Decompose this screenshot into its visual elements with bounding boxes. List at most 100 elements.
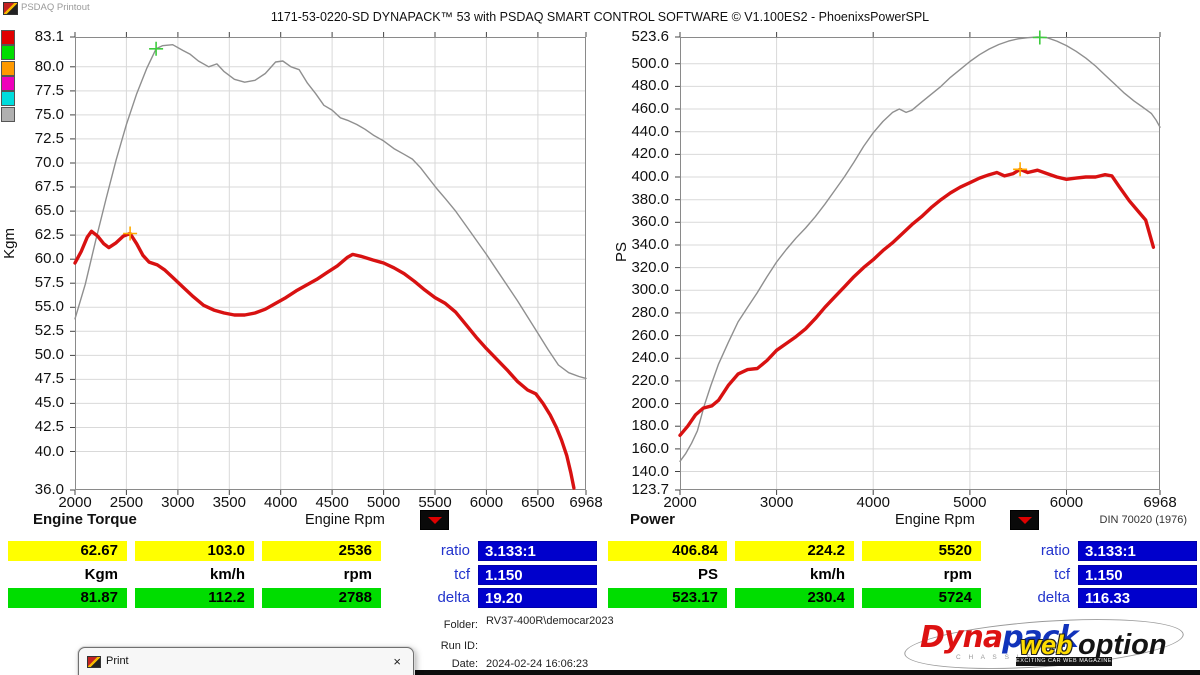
bottom-separator — [180, 670, 1200, 675]
x-tick-label: 2000 — [58, 494, 92, 511]
stat-peak-cell: 2536 — [262, 541, 381, 561]
y-tick-label: 57.5 — [34, 274, 64, 292]
y-tick-label: 360.0 — [631, 213, 669, 231]
dropdown-arrow-icon — [1017, 516, 1032, 524]
param-label-ratio: ratio — [440, 542, 470, 559]
y-tick-label: 420.0 — [631, 145, 669, 163]
torque-xaxis-dropdown-button[interactable] — [420, 510, 449, 530]
folder-value: RV37-400R\democar2023 — [486, 615, 614, 627]
y-tick-label: 52.5 — [34, 322, 64, 340]
param-label-delta: delta — [437, 589, 470, 606]
x-tick-label: 5000 — [953, 494, 987, 511]
current-run-torque-trace — [73, 229, 576, 490]
logo-dyna-text: Dyna — [920, 620, 1003, 655]
y-tick-label: 45.0 — [34, 394, 64, 412]
y-tick-label: 260.0 — [631, 326, 669, 344]
stat-max-cell: 112.2 — [135, 588, 254, 608]
y-tick-label: 42.5 — [34, 418, 64, 436]
dropdown-arrow-icon — [427, 516, 442, 524]
y-tick-label: 180.0 — [631, 417, 669, 435]
torque-chart-caption: Engine Torque — [33, 511, 137, 528]
y-tick-label: 60.0 — [34, 250, 64, 268]
stat-unit-cell: km/h — [809, 566, 845, 583]
print-dialog: Print × — [78, 647, 414, 675]
y-tick-label: 240.0 — [631, 349, 669, 367]
y-tick-label: 400.0 — [631, 168, 669, 185]
x-tick-label: 5000 — [366, 494, 401, 511]
param-value-delta: 116.33 — [1078, 588, 1197, 608]
torque-xaxis-title: Engine Rpm — [305, 512, 385, 528]
logo-pack-text: pack — [1002, 620, 1078, 655]
torque-yaxis-unit: Kgm — [1, 228, 18, 259]
param-label-tcf: tcf — [454, 566, 470, 583]
y-tick-label: 55.0 — [34, 298, 64, 316]
power-chart-caption: Power — [630, 511, 676, 528]
param-value-delta: 19.20 — [478, 588, 597, 608]
param-value-ratio: 3.133:1 — [1078, 541, 1197, 561]
param-value-ratio: 3.133:1 — [478, 541, 597, 561]
x-tick-label: 6968 — [569, 494, 603, 511]
stat-unit-cell: rpm — [943, 566, 972, 583]
folder-label: Folder: — [443, 619, 478, 631]
logo-chassis-text: C H A S S I S — [956, 654, 1034, 661]
runid-label: Run ID: — [440, 640, 478, 652]
y-tick-label: 40.0 — [34, 442, 64, 460]
power-plot — [675, 30, 1161, 495]
date-value: 2024-02-24 16:06:23 — [486, 658, 589, 670]
din-standard-note: DIN 70020 (1976) — [1099, 514, 1187, 526]
y-tick-label: 83.1 — [34, 28, 64, 45]
window-title: PSDAQ Printout — [21, 2, 90, 13]
stat-unit-cell: PS — [697, 566, 718, 583]
print-dialog-icon — [87, 656, 101, 668]
logo-option-text: option — [1078, 629, 1167, 661]
stat-peak-cell: 103.0 — [135, 541, 254, 561]
x-tick-label: 3500 — [212, 494, 246, 511]
x-tick-label: 4000 — [856, 494, 890, 511]
legend-swatch — [1, 91, 15, 107]
y-tick-label: 140.0 — [631, 462, 669, 480]
y-tick-label: 160.0 — [631, 439, 669, 457]
y-tick-label: 67.5 — [34, 178, 64, 196]
y-tick-label: 62.5 — [34, 226, 64, 244]
date-label: Date: — [451, 658, 478, 670]
y-tick-label: 65.0 — [34, 202, 64, 220]
legend-swatch — [1, 106, 15, 122]
y-tick-label: 47.5 — [34, 370, 64, 388]
reference-run-power-trace — [679, 36, 1161, 462]
logo-wordmark: Dynapack — [920, 620, 1079, 655]
x-tick-label: 6968 — [1143, 494, 1177, 511]
param-label-tcf: tcf — [1054, 566, 1070, 583]
y-tick-label: 123.7 — [631, 481, 669, 498]
param-value-tcf: 1.150 — [1078, 565, 1197, 585]
app-icon — [3, 2, 18, 15]
x-tick-label: 6500 — [521, 494, 555, 511]
y-tick-label: 220.0 — [631, 371, 669, 389]
y-tick-label: 50.0 — [34, 346, 64, 364]
x-tick-label: 2500 — [109, 494, 144, 511]
stat-max-cell: 81.87 — [8, 588, 127, 608]
dynapack-logo: Dynapack C H A S S I S web option EXCITI… — [900, 611, 1195, 675]
current-run-power-trace — [678, 167, 1156, 437]
legend-swatch — [1, 75, 15, 91]
y-tick-label: 300.0 — [631, 281, 669, 299]
y-tick-label: 200.0 — [631, 394, 669, 412]
torque-plot — [70, 32, 587, 495]
y-tick-label: 280.0 — [631, 303, 669, 321]
stat-max-cell: 230.4 — [735, 588, 854, 608]
y-tick-label: 320.0 — [631, 258, 669, 276]
y-tick-label: 440.0 — [631, 122, 669, 140]
y-tick-label: 72.5 — [34, 129, 64, 147]
y-tick-label: 380.0 — [631, 190, 669, 208]
stat-unit-cell: Kgm — [84, 566, 118, 583]
power-xaxis-dropdown-button[interactable] — [1010, 510, 1039, 530]
param-label-delta: delta — [1037, 589, 1070, 606]
stat-max-cell: 523.17 — [608, 588, 727, 608]
stat-max-cell: 2788 — [262, 588, 381, 608]
x-tick-label: 4500 — [315, 494, 349, 511]
peak-marker-cross — [149, 41, 164, 56]
print-dialog-close-button[interactable]: × — [393, 654, 401, 669]
power-yaxis-unit: PS — [613, 242, 630, 263]
y-tick-label: 70.0 — [34, 153, 64, 171]
x-tick-label: 5500 — [418, 494, 452, 511]
stat-peak-cell: 62.67 — [8, 541, 127, 561]
